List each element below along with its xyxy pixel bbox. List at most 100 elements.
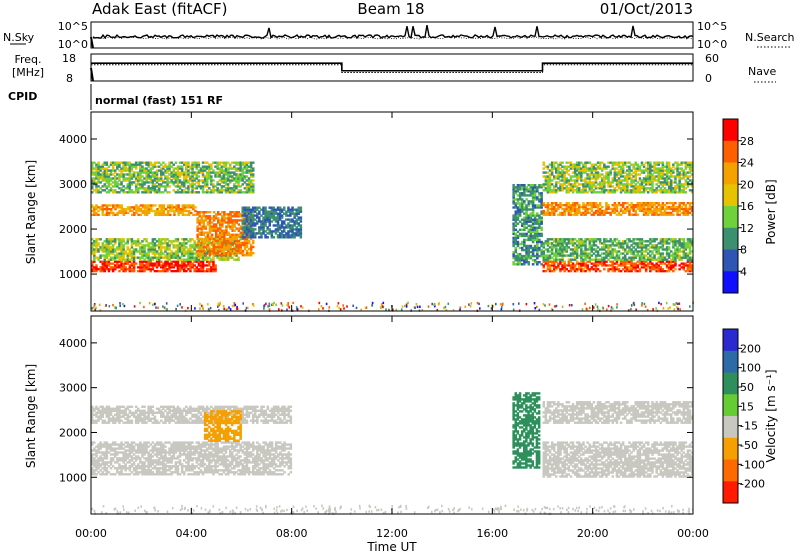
power-cell <box>164 189 167 192</box>
power-cell <box>219 229 222 232</box>
power-cell <box>657 252 660 255</box>
power-cell <box>559 211 562 214</box>
power-cell <box>260 236 263 239</box>
power-cell <box>653 165 656 168</box>
power-cell <box>588 189 591 192</box>
power-cell <box>621 189 625 192</box>
power-cell <box>111 167 115 170</box>
power-cell <box>139 266 142 269</box>
power-cell <box>204 254 208 257</box>
power-cell <box>626 202 629 205</box>
power-cell <box>178 175 182 178</box>
power-cell <box>198 249 201 253</box>
power-cell <box>611 209 614 213</box>
power-cell <box>676 205 679 209</box>
power-cell <box>258 230 261 233</box>
power-cell <box>642 240 646 243</box>
power-cell <box>546 211 550 214</box>
power-cell <box>651 185 654 188</box>
power-cell <box>590 177 594 180</box>
power-cell <box>550 246 554 249</box>
power-cell <box>237 252 241 255</box>
power-cell <box>672 240 675 243</box>
power-cell <box>527 238 530 242</box>
power-cell <box>584 262 587 265</box>
power-cell <box>567 240 571 243</box>
power-cell <box>663 211 667 214</box>
power-cell <box>222 171 226 174</box>
power-cell <box>210 183 213 186</box>
power-cell <box>254 208 257 211</box>
power-cell <box>557 163 560 166</box>
power-cell <box>137 177 140 180</box>
power-cell <box>529 192 533 195</box>
power-cell <box>134 189 138 192</box>
power-cell <box>252 161 255 164</box>
power-cell <box>674 244 677 247</box>
power-cell <box>596 171 600 174</box>
power-cell <box>168 244 171 247</box>
power-cell <box>644 175 648 178</box>
power-cell <box>571 187 575 190</box>
power-cell <box>657 181 660 184</box>
power-cell <box>187 240 190 243</box>
power-cell <box>153 254 157 257</box>
power-cell <box>239 252 243 255</box>
power-cell <box>594 202 598 205</box>
power-cell <box>592 183 596 186</box>
power-cell <box>105 262 109 265</box>
power-cell <box>630 191 633 194</box>
power-cell <box>254 236 257 239</box>
power-cell <box>206 221 210 224</box>
power-cell <box>178 248 182 251</box>
power-cell <box>245 189 249 192</box>
power-cell <box>680 266 683 269</box>
power-cell <box>130 175 134 178</box>
power-cell <box>95 169 98 172</box>
power-cell <box>659 240 663 243</box>
power-cell <box>285 236 288 239</box>
power-cell <box>659 204 663 207</box>
power-cell <box>135 206 138 209</box>
power-cell <box>103 173 106 176</box>
power-cell <box>147 256 150 259</box>
power-cell <box>588 181 591 184</box>
power-cell <box>191 262 194 265</box>
power-cell <box>655 246 658 249</box>
power-cell <box>198 213 201 216</box>
power-cell <box>149 246 152 249</box>
power-cell <box>131 209 134 213</box>
power-cell <box>203 177 207 180</box>
power-cell <box>114 161 117 164</box>
power-cell <box>573 173 577 176</box>
power-cell <box>116 264 119 267</box>
power-cell <box>607 191 610 194</box>
power-cell <box>546 254 550 257</box>
power-cell <box>642 244 646 247</box>
power-cell <box>97 242 100 245</box>
power-cell <box>594 187 598 190</box>
power-cell <box>521 246 524 250</box>
power-cell <box>603 181 606 184</box>
power-cell <box>518 259 522 262</box>
power-cell <box>563 268 566 271</box>
power-cell <box>160 242 163 245</box>
power-cell <box>630 213 633 216</box>
power-cell <box>636 252 640 255</box>
power-cell <box>249 161 253 164</box>
power-cell <box>139 161 142 164</box>
power-cell <box>550 202 554 205</box>
power-cell <box>157 189 161 192</box>
power-cell <box>170 242 173 245</box>
power-cell <box>196 227 199 230</box>
power-cell <box>628 173 631 176</box>
power-cell <box>573 181 577 184</box>
power-cell <box>571 209 575 213</box>
power-cell <box>609 254 612 257</box>
power-cell <box>514 238 518 242</box>
power-cell <box>203 161 207 164</box>
power-cell <box>575 246 579 249</box>
power-cell <box>538 214 541 217</box>
power-cell <box>590 248 594 251</box>
power-cell <box>544 258 548 261</box>
